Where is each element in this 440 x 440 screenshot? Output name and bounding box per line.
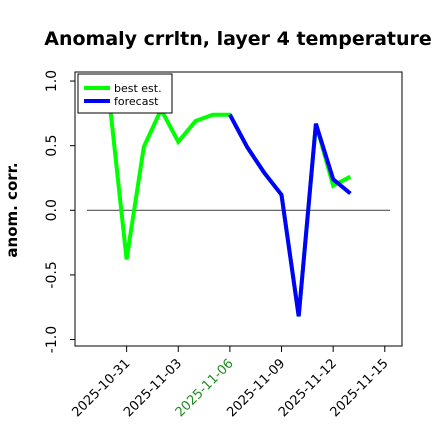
y-tick-label: -1.0 [44,326,60,353]
y-tick-label: 0.0 [44,199,60,221]
y-tick-label: 0.5 [44,135,60,157]
series-layer [107,100,352,317]
x-axis: 2025-10-312025-11-032025-11-062025-11-09… [69,346,392,420]
plot-frame [74,71,403,347]
legend-frame [77,73,173,114]
chart-title: Anomaly crrltn, layer 4 temperature [44,28,432,50]
y-tick-label: -0.5 [44,261,60,288]
legend: best est. forecast [77,73,173,114]
legend-label-best-est: best est. [114,82,162,95]
y-axis-label: anom. corr. [3,162,21,257]
y-axis: -1.0 -0.5 0.0 0.5 1.0 [44,70,75,353]
legend-label-forecast: forecast [114,95,159,108]
series-line-forecast [228,113,352,317]
plot-area [74,71,403,347]
y-tick-label: 1.0 [44,70,60,92]
